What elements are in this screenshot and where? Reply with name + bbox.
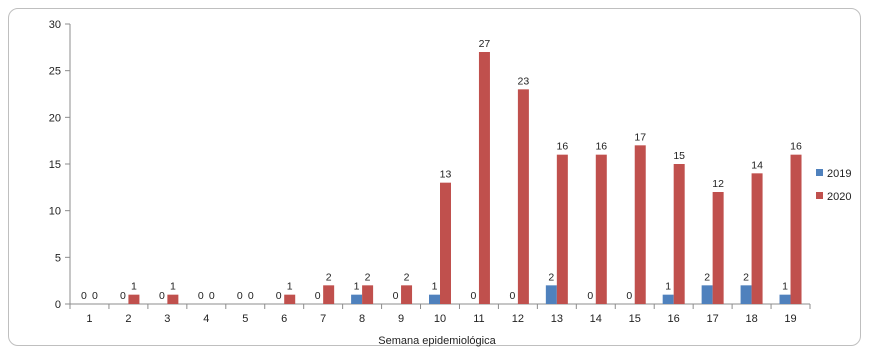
bar-2020-wk17 xyxy=(712,192,724,304)
data-label-2019-wk15: 0 xyxy=(626,290,632,302)
x-tick-label: 12 xyxy=(512,313,524,325)
y-tick-label: 30 xyxy=(49,19,61,31)
data-label-2019-wk4: 0 xyxy=(198,290,204,302)
data-label-2019-wk1: 0 xyxy=(81,290,87,302)
legend-swatch-2019 xyxy=(816,169,823,176)
bar-2019-wk13 xyxy=(545,285,557,304)
data-label-2020-wk18: 14 xyxy=(751,159,763,171)
bar-2019-wk18 xyxy=(740,285,752,304)
y-tick-label: 0 xyxy=(55,299,61,311)
x-tick-label: 3 xyxy=(164,313,170,325)
data-label-2020-wk13: 16 xyxy=(556,141,568,153)
bar-2020-wk11 xyxy=(478,52,490,304)
data-label-2020-wk7: 2 xyxy=(326,271,332,283)
data-label-2020-wk14: 16 xyxy=(595,141,607,153)
data-label-2019-wk7: 0 xyxy=(315,290,321,302)
data-label-2019-wk2: 0 xyxy=(120,290,126,302)
x-tick-label: 16 xyxy=(668,313,680,325)
x-tick-label: 8 xyxy=(359,313,365,325)
data-label-2020-wk16: 15 xyxy=(673,150,685,162)
x-tick-label: 7 xyxy=(320,313,326,325)
x-tick-label: 5 xyxy=(242,313,248,325)
x-tick-label: 18 xyxy=(745,313,757,325)
data-label-2019-wk18: 2 xyxy=(743,271,749,283)
data-label-2020-wk11: 27 xyxy=(479,38,491,50)
data-label-2019-wk3: 0 xyxy=(159,290,165,302)
data-label-2019-wk12: 0 xyxy=(509,290,515,302)
x-tick-label: 10 xyxy=(434,313,446,325)
bar-2020-wk19 xyxy=(790,154,802,304)
data-label-2020-wk1: 0 xyxy=(92,290,98,302)
x-tick-label: 14 xyxy=(590,313,602,325)
data-label-2020-wk9: 2 xyxy=(404,271,410,283)
y-tick-label: 25 xyxy=(49,66,61,78)
data-label-2019-wk8: 1 xyxy=(354,281,360,293)
legend: 2019 2020 xyxy=(816,168,851,203)
y-tick-label: 15 xyxy=(49,159,61,171)
bar-2020-wk16 xyxy=(673,164,685,304)
data-label-2020-wk19: 16 xyxy=(790,141,802,153)
bar-2019-wk17 xyxy=(701,285,713,304)
bar-2020-wk6 xyxy=(284,294,296,304)
x-tick-label: 9 xyxy=(398,313,404,325)
y-tick-label: 10 xyxy=(49,206,61,218)
bar-2020-wk3 xyxy=(167,294,179,304)
bar-2020-wk14 xyxy=(595,154,607,304)
bar-2020-wk9 xyxy=(401,285,413,304)
data-label-2019-wk19: 1 xyxy=(782,281,788,293)
bar-2020-wk8 xyxy=(362,285,374,304)
x-tick-label: 4 xyxy=(203,313,209,325)
data-label-2020-wk2: 1 xyxy=(131,281,137,293)
data-label-2020-wk17: 12 xyxy=(712,178,724,190)
legend-swatch-2020 xyxy=(816,192,823,199)
x-tick-label: 11 xyxy=(473,313,484,325)
x-tick-label: 13 xyxy=(551,313,563,325)
data-label-2020-wk15: 17 xyxy=(634,131,646,143)
bar-2020-wk7 xyxy=(323,285,335,304)
x-axis: 1 2 3 4 5 6 7 8 9 10 11 12 13 14 15 16 17 18 19 xyxy=(69,303,811,325)
bar-2020-wk15 xyxy=(634,145,646,304)
x-tick-label: 17 xyxy=(707,313,719,325)
data-label-2020-wk8: 2 xyxy=(365,271,371,283)
x-axis-title: Semana epidemiológica xyxy=(378,335,496,347)
y-axis: 0 5 10 15 20 25 30 xyxy=(49,19,71,311)
bar-2019-wk8 xyxy=(351,294,363,304)
data-label-2020-wk4: 0 xyxy=(209,290,215,302)
data-label-2020-wk10: 13 xyxy=(440,169,452,181)
y-tick-label: 20 xyxy=(49,112,61,124)
x-tick-label: 6 xyxy=(281,313,287,325)
legend-label-2020: 2020 xyxy=(827,191,851,203)
bar-2020-wk2 xyxy=(128,294,140,304)
bar-2020-wk10 xyxy=(440,182,451,304)
bar-2019-wk10 xyxy=(429,294,440,304)
data-label-2020-wk3: 1 xyxy=(170,281,176,293)
data-label-2019-wk13: 2 xyxy=(548,271,554,283)
data-label-2019-wk16: 1 xyxy=(665,281,671,293)
y-tick-label: 5 xyxy=(55,252,61,264)
data-label-2020-wk6: 1 xyxy=(287,281,293,293)
bar-2020-wk13 xyxy=(556,154,568,304)
bar-2019-wk19 xyxy=(779,294,791,304)
x-tick-label: 1 xyxy=(86,313,92,325)
x-tick-label: 19 xyxy=(784,313,796,325)
x-tick-label: 15 xyxy=(629,313,641,325)
data-label-2019-wk11: 0 xyxy=(471,290,477,302)
legend-label-2019: 2019 xyxy=(827,168,851,180)
data-label-2019-wk14: 0 xyxy=(587,290,593,302)
data-label-2019-wk9: 0 xyxy=(393,290,399,302)
data-label-2019-wk6: 0 xyxy=(276,290,282,302)
bar-2020-wk12 xyxy=(517,89,529,304)
data-label-2020-wk5: 0 xyxy=(248,290,254,302)
bars xyxy=(128,52,802,304)
data-label-2019-wk10: 1 xyxy=(432,281,438,293)
bar-2019-wk16 xyxy=(662,294,674,304)
data-label-2020-wk12: 23 xyxy=(518,75,530,87)
data-label-2019-wk17: 2 xyxy=(704,271,710,283)
x-tick-label: 2 xyxy=(125,313,131,325)
data-label-2019-wk5: 0 xyxy=(237,290,243,302)
bar-2020-wk18 xyxy=(751,173,763,304)
